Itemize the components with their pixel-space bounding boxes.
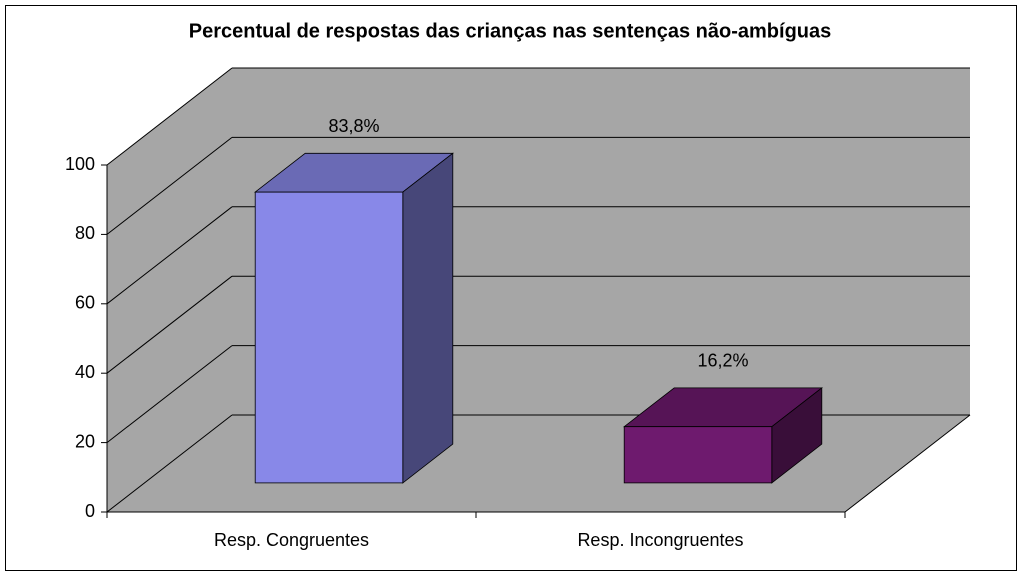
x-tick-label: Resp. Congruentes xyxy=(214,530,369,550)
bar-side xyxy=(402,152,454,484)
y-tick-label: 100 xyxy=(65,154,95,174)
floor-edge xyxy=(844,414,971,513)
value-label: 83,8% xyxy=(328,116,379,136)
y-tick-label: 0 xyxy=(85,501,95,521)
y-tick-label: 20 xyxy=(75,431,95,451)
grid-line xyxy=(106,67,233,166)
y-tick-label: 80 xyxy=(75,223,95,243)
grid-line xyxy=(106,275,233,374)
chart-title: Percentual de respostas das crianças nas… xyxy=(189,20,832,42)
plot-area xyxy=(107,68,970,512)
grid-line xyxy=(106,206,233,305)
grid-line xyxy=(106,414,233,513)
grid-line xyxy=(106,345,233,443)
x-tick-label: Resp. Incongruentes xyxy=(577,530,743,550)
value-label: 16,2% xyxy=(697,351,748,371)
y-tick-label: 40 xyxy=(75,362,95,382)
y-tick-label: 60 xyxy=(75,293,95,313)
grid-line xyxy=(106,137,233,235)
bar xyxy=(623,426,773,484)
bar xyxy=(254,191,404,484)
